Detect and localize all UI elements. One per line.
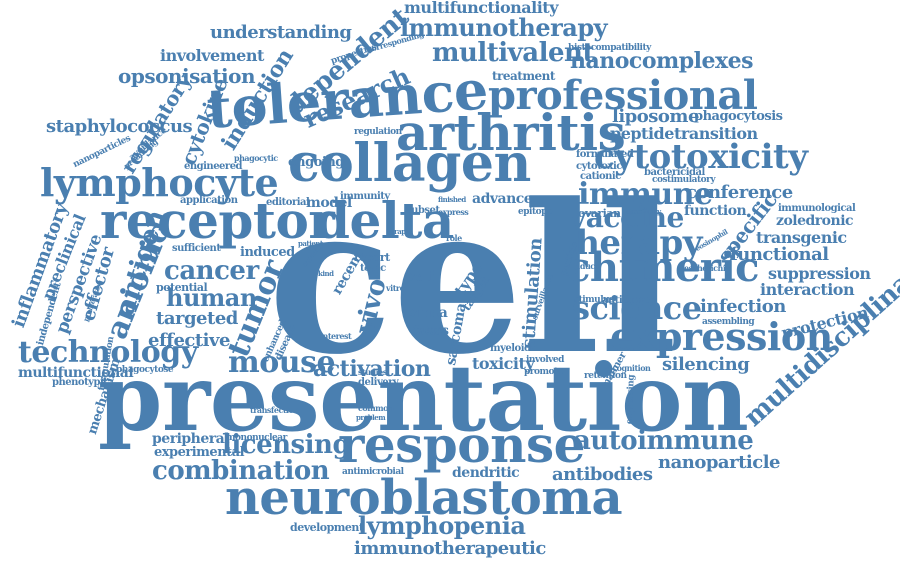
word-nanocomplexes: nanocomplexes xyxy=(570,50,753,72)
word-stimulus: stimulus xyxy=(574,296,614,305)
word-multifunctionality: multifunctionality xyxy=(404,0,558,16)
word-function: function xyxy=(684,204,746,218)
word-development: development xyxy=(290,522,364,533)
word-understanding: understanding xyxy=(210,24,352,42)
word-ongoing: ongoing xyxy=(288,156,344,169)
word-transfection: transfection xyxy=(250,406,299,414)
word-delivery: delivery xyxy=(358,378,398,388)
word-induce: induce xyxy=(572,262,599,270)
word-future: future xyxy=(414,326,446,336)
word-problem: problem xyxy=(356,414,385,421)
word-interaction: interaction xyxy=(760,282,854,298)
word-topic: topic xyxy=(360,264,386,274)
word-antibodies: antibodies xyxy=(552,466,653,484)
word-application: application xyxy=(180,196,238,206)
word-advance: advance xyxy=(472,192,532,206)
word-common: common xyxy=(358,404,393,412)
word-nanoparticle: nanoparticle xyxy=(658,454,780,472)
word-combination: combination xyxy=(152,458,329,484)
word-role: role xyxy=(446,234,462,242)
word-rapid: rapid xyxy=(394,228,412,235)
word-finished: finished xyxy=(438,196,466,203)
word-immunological: immunological xyxy=(778,204,855,214)
word-subset: subset xyxy=(406,206,440,216)
word-zoledronic: zoledronic xyxy=(776,214,853,228)
word-self: self xyxy=(408,270,434,284)
word-interest: interest xyxy=(320,332,351,340)
word-sirna: sirna xyxy=(410,306,447,320)
word-cationic: cationic xyxy=(580,172,621,182)
word-suppression: suppression xyxy=(768,266,871,282)
word-peripheral: peripheral xyxy=(152,432,229,446)
word-liposome: liposome xyxy=(612,108,699,126)
word-engineered: engineered xyxy=(184,162,242,172)
word-immunotherapy: immunotherapy xyxy=(400,16,607,40)
word-regulation: regulation xyxy=(354,128,402,137)
word-autoimmune: autoimmune xyxy=(574,428,753,454)
word-ovarian: ovarian xyxy=(578,208,620,219)
word-opsonisation: opsonisation xyxy=(118,66,255,86)
word-involved: involved xyxy=(526,356,564,365)
word-transition: transition xyxy=(674,126,758,142)
word-histocompatibility: histocompatibility xyxy=(568,44,651,53)
word-costimulatory: costimulatory xyxy=(652,176,715,185)
word-editorial: editorial xyxy=(266,198,309,208)
word-sufficient: sufficient xyxy=(172,244,220,254)
word-phagocytosis: phagocytosis xyxy=(694,110,782,123)
word-lymphopenia: lymphopenia xyxy=(358,514,525,538)
word-staphylococcus: staphylococcus xyxy=(46,118,192,136)
word-report: report xyxy=(354,252,390,263)
word-studies: studies xyxy=(358,368,387,376)
word-myeloid: myeloid xyxy=(490,344,531,354)
word-dendritic: dendritic xyxy=(452,466,519,480)
word-escherichia: escherichia xyxy=(684,264,730,272)
word-specificity: specificity xyxy=(626,208,661,215)
word-silencing: silencing xyxy=(662,356,749,374)
word-epitope: epitope xyxy=(518,208,552,217)
word-phagocytose: phagocytose xyxy=(116,366,173,375)
word-induced: induced xyxy=(240,246,295,259)
word-kind: kind xyxy=(318,270,334,277)
word-treatment: treatment xyxy=(492,70,555,82)
word-phagocytic: phagocytic xyxy=(234,154,278,162)
word-experimental: experimental xyxy=(154,446,244,459)
word-expressing: expressing xyxy=(626,375,637,425)
word-transgenic: transgenic xyxy=(756,230,847,246)
word-response: response xyxy=(338,420,585,470)
word-targeted: targeted xyxy=(156,310,238,328)
word-involvement: involvement xyxy=(160,48,264,64)
word-antimicrobial: antimicrobial xyxy=(342,468,404,477)
word-express: express xyxy=(438,208,468,216)
word-infection: infection xyxy=(700,298,786,316)
word-immunotherapeutic: immunotherapeutic xyxy=(354,540,546,558)
word-effective: effective xyxy=(148,332,230,350)
word-assembling: assembling xyxy=(702,318,754,327)
word-mononuclear: mononuclear xyxy=(226,434,287,443)
word-peptide: peptide xyxy=(610,126,674,142)
word-immunity: immunity xyxy=(340,192,390,202)
word-formulated: formulated xyxy=(576,150,633,160)
word-potential: potential xyxy=(156,282,207,293)
word-promote: promote xyxy=(524,368,563,377)
word-conference: conference xyxy=(686,184,793,202)
